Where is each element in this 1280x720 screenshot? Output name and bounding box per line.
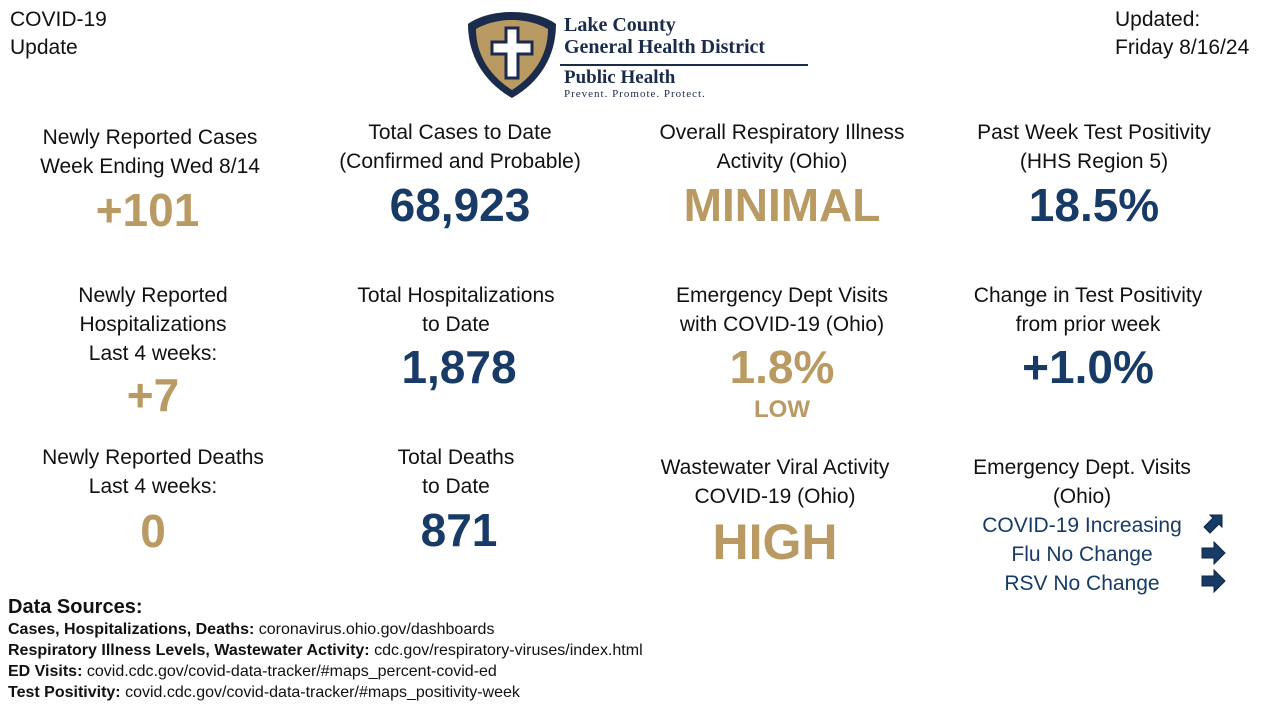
source-url: coronavirus.ohio.gov/dashboards bbox=[258, 621, 495, 638]
shield-cross-icon bbox=[468, 12, 556, 98]
logo-name-line2: General Health District bbox=[564, 36, 766, 58]
logo-motto: Prevent. Promote. Protect. bbox=[564, 88, 706, 100]
source-url: covid.cdc.gov/covid-data-tracker/#maps_p… bbox=[125, 684, 520, 701]
data-sources: Data Sources: Cases, Hospitalizations, D… bbox=[8, 596, 643, 703]
source-line: Cases, Hospitalizations, Deaths: coronav… bbox=[8, 619, 643, 640]
new-deaths-label: Newly Reported Deaths Last 4 weeks: bbox=[42, 446, 264, 498]
total-cases-value: 68,923 bbox=[389, 179, 531, 231]
total-deaths-label: Total Deaths to Date bbox=[397, 446, 515, 498]
wastewater-value: HIGH bbox=[712, 514, 838, 570]
resp-activity-label: Overall Respiratory Illness Activity (Oh… bbox=[659, 121, 905, 173]
new-deaths-value: 0 bbox=[140, 505, 166, 557]
new-cases-label: Newly Reported Cases Week Ending Wed 8/1… bbox=[40, 126, 260, 178]
page-title: COVID-19 Update bbox=[10, 8, 107, 59]
total-hosp-value: 1,878 bbox=[401, 341, 517, 393]
updated-date: Updated: Friday 8/16/24 bbox=[1115, 8, 1250, 59]
resp-activity-value: MINIMAL bbox=[683, 179, 881, 231]
positivity-change-label: Change in Test Positivity from prior wee… bbox=[973, 284, 1203, 336]
data-sources-title: Data Sources: bbox=[8, 596, 143, 618]
wastewater-label: Wastewater Viral Activity COVID-19 (Ohio… bbox=[660, 456, 890, 508]
source-line: ED Visits: covid.cdc.gov/covid-data-trac… bbox=[8, 661, 643, 682]
source-url: cdc.gov/respiratory-viruses/index.html bbox=[374, 642, 643, 659]
new-cases-value: +101 bbox=[95, 184, 200, 236]
positivity-change-value: +1.0% bbox=[1022, 341, 1154, 393]
source-line: Test Positivity: covid.cdc.gov/covid-dat… bbox=[8, 682, 643, 703]
health-district-logo: Lake County General Health District Publ… bbox=[460, 8, 812, 102]
arrow-right-icon bbox=[1201, 568, 1226, 594]
total-hosp-label: Total Hospitalizations to Date bbox=[357, 284, 555, 336]
ed-trends-label: Emergency Dept. Visits (Ohio) bbox=[973, 456, 1191, 508]
source-line: Respiratory Illness Levels, Wastewater A… bbox=[8, 640, 643, 661]
source-label: Test Positivity: bbox=[8, 684, 121, 701]
ed-visits-level: LOW bbox=[754, 396, 810, 423]
new-hosp-label: Newly Reported Hospitalizations Last 4 w… bbox=[78, 284, 228, 365]
test-positivity-value: 18.5% bbox=[1028, 179, 1160, 231]
source-label: ED Visits: bbox=[8, 663, 83, 680]
logo-name-line1: Lake County bbox=[564, 14, 676, 36]
logo-tagline: Public Health bbox=[564, 67, 676, 88]
ed-visits-value: 1.8% bbox=[729, 341, 835, 393]
trend-flu-text: Flu No Change bbox=[1011, 543, 1153, 566]
source-url: covid.cdc.gov/covid-data-tracker/#maps_p… bbox=[86, 663, 497, 680]
total-cases-label: Total Cases to Date (Confirmed and Proba… bbox=[339, 121, 581, 173]
source-label: Respiratory Illness Levels, Wastewater A… bbox=[8, 642, 370, 659]
test-positivity-label: Past Week Test Positivity (HHS Region 5) bbox=[977, 121, 1211, 173]
trend-covid-text: COVID-19 Increasing bbox=[982, 514, 1182, 537]
new-hosp-value: +7 bbox=[126, 369, 180, 421]
ed-visits-label: Emergency Dept Visits with COVID-19 (Ohi… bbox=[675, 284, 889, 336]
logo-divider bbox=[560, 64, 808, 66]
trend-rsv-text: RSV No Change bbox=[1004, 572, 1160, 595]
source-label: Cases, Hospitalizations, Deaths: bbox=[8, 621, 255, 638]
arrow-right-icon bbox=[1201, 540, 1226, 566]
total-deaths-value: 871 bbox=[420, 504, 498, 556]
arrow-up-right-icon bbox=[1203, 514, 1223, 534]
